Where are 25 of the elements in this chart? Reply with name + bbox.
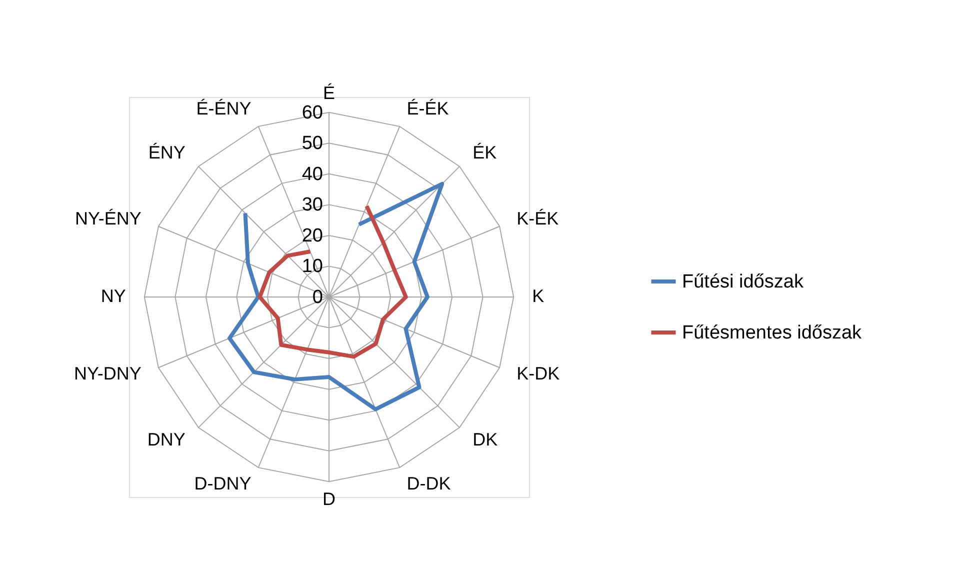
y-tick-label: 60 xyxy=(302,102,323,124)
spoke-label: NY-ÉNY xyxy=(75,208,142,228)
y-tick-label: 20 xyxy=(302,225,323,246)
spoke-label: NY-DNY xyxy=(74,364,142,384)
legend-label: Fűtésmentes időszak xyxy=(682,322,862,344)
spoke-label: É xyxy=(322,82,336,103)
spoke-label: É-ÉK xyxy=(406,98,449,118)
spoke-label: K-DK xyxy=(516,364,560,384)
spoke-label: É-ÉNY xyxy=(196,98,252,118)
spoke-label: D-DNY xyxy=(194,474,252,494)
y-tick-label: 0 xyxy=(312,287,323,308)
spoke-label: D-DK xyxy=(406,474,451,494)
spoke-label: K xyxy=(532,286,544,306)
spoke-label: D xyxy=(322,489,336,510)
spoke-label: K-ÉK xyxy=(516,208,559,228)
legend-label: Fűtési időszak xyxy=(682,272,804,292)
spoke-label: DNY xyxy=(147,430,186,450)
spoke-label: NY xyxy=(100,286,126,306)
spoke-label: ÉK xyxy=(472,142,497,162)
y-tick-label: 10 xyxy=(302,256,323,278)
spoke-label: ÉNY xyxy=(148,142,186,162)
y-tick-label: 40 xyxy=(302,164,323,185)
y-tick-label: 50 xyxy=(302,133,323,154)
spoke-label: DK xyxy=(472,430,498,450)
y-tick-label: 30 xyxy=(302,194,323,216)
